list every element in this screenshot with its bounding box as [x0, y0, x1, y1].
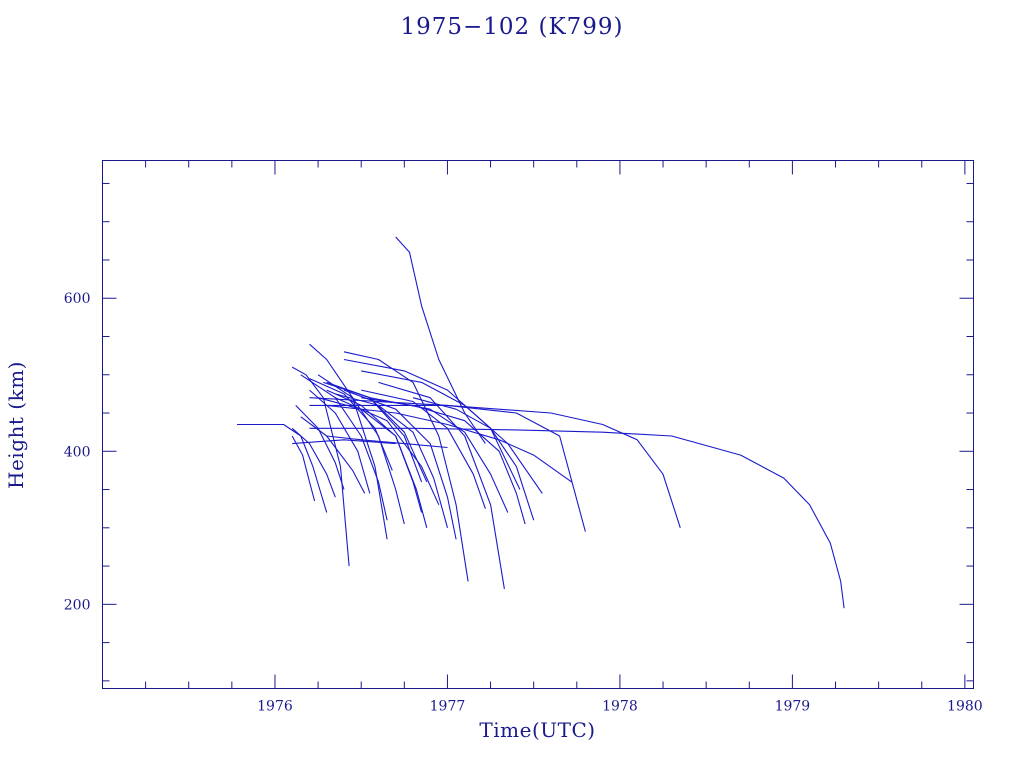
- y-tick-label: 400: [64, 444, 91, 460]
- x-tick-label: 1976: [257, 699, 293, 715]
- series-line: [300, 416, 366, 494]
- series-line: [309, 378, 393, 471]
- chart-title: 1975−102 (K799): [400, 14, 624, 40]
- series-line: [237, 423, 328, 513]
- x-tick-label: 1979: [775, 699, 811, 715]
- series-line: [309, 389, 371, 494]
- x-tick-label: 1978: [602, 699, 638, 715]
- series-line: [369, 397, 509, 513]
- y-tick-label: 600: [64, 291, 91, 307]
- series-line: [335, 397, 440, 506]
- series-line: [395, 236, 486, 444]
- series-line: [291, 435, 316, 502]
- series-line: [335, 393, 449, 528]
- x-tick-label: 1980: [947, 699, 983, 715]
- series-line: [295, 405, 345, 490]
- series-line: [378, 381, 505, 590]
- series-line: [309, 397, 586, 532]
- series-line: [300, 374, 388, 521]
- series-line: [361, 397, 526, 525]
- series-line: [326, 435, 448, 449]
- x-axis-label: Time(UTC): [479, 718, 596, 742]
- y-tick-label: 200: [64, 597, 91, 613]
- series-line: [309, 427, 845, 609]
- data-series: [237, 236, 845, 609]
- series-line: [292, 439, 396, 445]
- series-line: [343, 389, 457, 540]
- series-line: [291, 427, 336, 498]
- series-line: [361, 370, 543, 494]
- series-line: [309, 404, 681, 528]
- series-line: [343, 358, 521, 490]
- series-line: [323, 381, 428, 483]
- axis-ticks: 1976 1977 1978 1979 1980 200 400 600: [64, 160, 983, 715]
- plot-frame: [102, 160, 974, 689]
- series-line: [361, 389, 486, 509]
- series-line: [317, 397, 423, 513]
- x-tick-label: 1977: [430, 699, 466, 715]
- series-line: [291, 366, 350, 567]
